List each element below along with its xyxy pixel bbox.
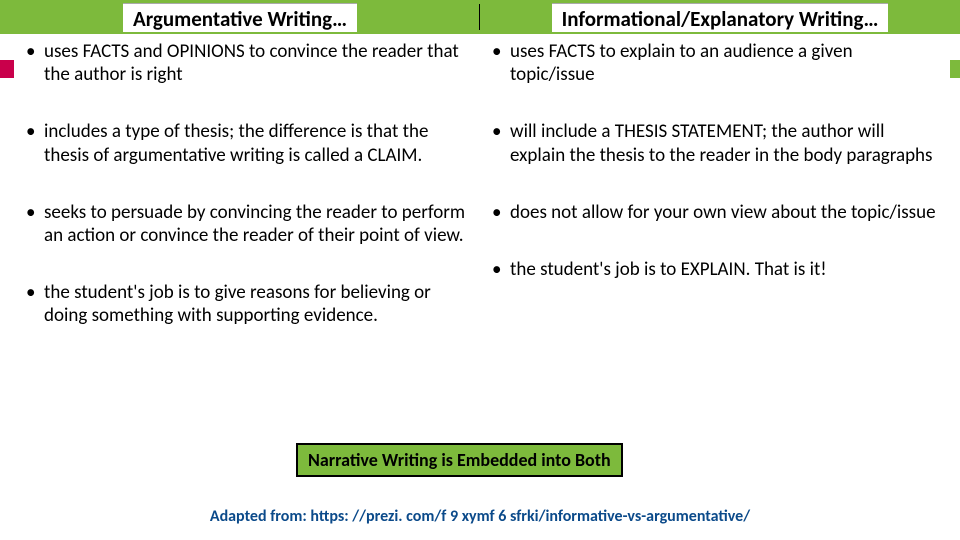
right-bullet-list: uses FACTS to explain to an audience a g…: [490, 40, 936, 281]
accent-bar-right: [950, 60, 960, 78]
left-column: uses FACTS and OPINIONS to convince the …: [14, 40, 480, 361]
content-area: uses FACTS and OPINIONS to convince the …: [0, 34, 960, 361]
list-item: the student's job is to EXPLAIN. That is…: [490, 258, 936, 281]
header-right-title: Informational/Explanatory Writing…: [552, 3, 889, 32]
list-item: seeks to persuade by convincing the read…: [24, 201, 470, 247]
header-left-cell: Argumentative Writing…: [0, 0, 480, 34]
accent-bar-left: [0, 60, 14, 78]
header-left-title: Argumentative Writing…: [123, 3, 357, 32]
callout-box: Narrative Writing is Embedded into Both: [296, 443, 623, 477]
header-row: Argumentative Writing… Informational/Exp…: [0, 0, 960, 34]
list-item: uses FACTS to explain to an audience a g…: [490, 40, 936, 86]
list-item: does not allow for your own view about t…: [490, 201, 936, 224]
footer-citation: Adapted from: https: //prezi. com/f 9 xy…: [0, 507, 960, 526]
right-column: uses FACTS to explain to an audience a g…: [480, 40, 946, 361]
left-bullet-list: uses FACTS and OPINIONS to convince the …: [24, 40, 470, 327]
list-item: will include a THESIS STATEMENT; the aut…: [490, 120, 936, 166]
header-right-cell: Informational/Explanatory Writing…: [480, 0, 960, 34]
list-item: uses FACTS and OPINIONS to convince the …: [24, 40, 470, 86]
list-item: includes a type of thesis; the differenc…: [24, 120, 470, 166]
list-item: the student's job is to give reasons for…: [24, 281, 470, 327]
